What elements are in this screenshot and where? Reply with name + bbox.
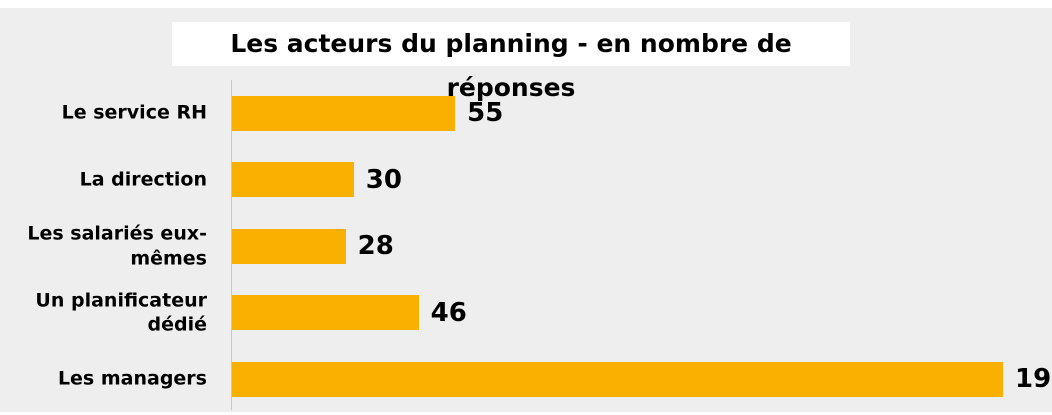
- category-label: Les salariés eux-mêmes: [27, 222, 207, 270]
- chart: Les acteurs du planning - en nombre de r…: [0, 8, 1052, 412]
- bar: [232, 361, 1003, 397]
- category-label: Le service RH: [61, 101, 207, 124]
- category-axis: [231, 80, 232, 410]
- bar: [232, 228, 346, 264]
- data-label: 30: [365, 164, 402, 195]
- bar: [232, 162, 354, 198]
- category-label: La direction: [79, 168, 207, 191]
- chart-title: Les acteurs du planning - en nombre de r…: [172, 22, 850, 102]
- data-label: 28: [357, 231, 394, 262]
- data-label: 190: [1015, 364, 1052, 395]
- bar: [232, 95, 456, 131]
- category-label: Un planificateur dédié: [35, 289, 207, 336]
- bar: [232, 295, 419, 331]
- data-label: 46: [430, 297, 467, 328]
- data-label: 55: [467, 98, 504, 129]
- category-label: Les managers: [57, 367, 207, 390]
